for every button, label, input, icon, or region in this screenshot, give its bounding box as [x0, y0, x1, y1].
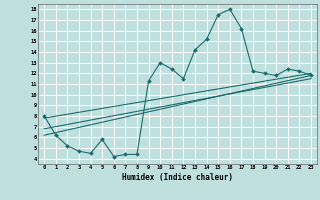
X-axis label: Humidex (Indice chaleur): Humidex (Indice chaleur): [122, 173, 233, 182]
